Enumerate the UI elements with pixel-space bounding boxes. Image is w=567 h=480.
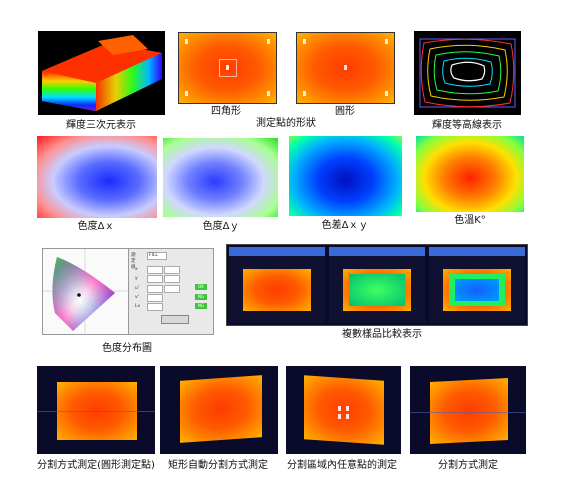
caption-measurement-point-shape: 測定點的形狀 xyxy=(256,118,316,129)
circle-points-image xyxy=(296,32,395,104)
compare-pane-3 xyxy=(429,247,525,323)
compare-pane-2 xyxy=(329,247,425,323)
multi-sample-compare-window xyxy=(226,244,528,326)
rect-auto-split-image xyxy=(160,366,278,454)
color-temp-image xyxy=(416,136,524,212)
caption-luminance-contour: 輝度等高線表示 xyxy=(432,120,502,131)
caption-chroma-dy: 色度Δｙ xyxy=(202,221,240,232)
split-arbitrary-points-image xyxy=(286,366,401,454)
caption-chroma-dx: 色度Δｘ xyxy=(77,221,115,232)
compare-pane-1 xyxy=(229,247,325,323)
split-circle-points-image xyxy=(37,366,155,454)
caption-chroma-distribution: 色度分布圖 xyxy=(102,343,152,354)
chromaticity-diagram xyxy=(43,249,129,334)
chroma-dy-image xyxy=(163,138,278,217)
ok-button[interactable]: OK xyxy=(195,284,207,290)
ng-button[interactable]: NG xyxy=(195,294,207,300)
split-method-image xyxy=(410,366,526,454)
caption-split-circle-points: 分割方式測定(圓形測定點) xyxy=(37,460,155,471)
caption-split-method: 分割方式測定 xyxy=(438,460,498,471)
luminance-3d-image xyxy=(38,31,165,115)
chroma-dx-image xyxy=(37,136,157,218)
ng-button-2[interactable]: NG xyxy=(195,303,207,309)
caption-rect-auto-split: 矩形自動分割方式測定 xyxy=(168,460,268,471)
caption-luminance-3d: 輝度三次元表示 xyxy=(66,120,136,131)
square-points-image xyxy=(178,32,277,104)
chroma-distribution-panel: 測定値 FILL x y u' v' Lv OK NG NG xyxy=(42,248,214,335)
caption-square: 四角形 xyxy=(211,106,241,117)
caption-color-temp: 色溫K° xyxy=(454,215,486,226)
caption-split-arbitrary-points: 分割區域內任意點的測定 xyxy=(287,460,397,471)
apply-button[interactable] xyxy=(161,315,189,324)
caption-circle: 圓形 xyxy=(335,106,355,117)
caption-multi-sample-compare: 複數樣品比較表示 xyxy=(342,329,422,340)
color-diff-dxy-image xyxy=(289,136,402,216)
luminance-contour-image xyxy=(414,31,521,115)
caption-color-diff-dxy: 色差Δｘｙ xyxy=(321,220,369,231)
